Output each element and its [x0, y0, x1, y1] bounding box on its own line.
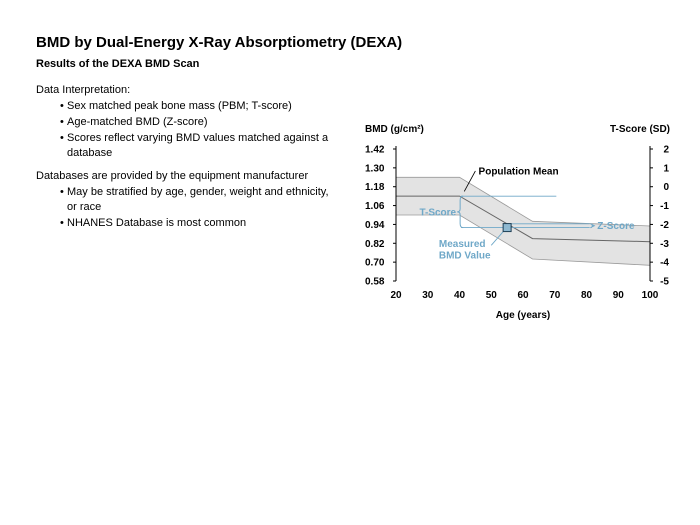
y2-tick-label: 0 — [663, 182, 669, 193]
population-mean-line — [396, 195, 651, 243]
x-axis-label: Age (years) — [496, 310, 550, 321]
y2-axis-label: T-Score (SD) — [610, 124, 670, 135]
x-tick-label: 60 — [517, 290, 529, 301]
t-score-label: T-Score — [419, 207, 456, 218]
y-tick-label: 0.82 — [365, 239, 385, 250]
bullet-list: Sex matched peak bone mass (PBM; T-score… — [36, 99, 336, 161]
bullet-list: May be stratified by age, gender, weight… — [36, 185, 336, 231]
y2-tick-label: -5 — [660, 277, 669, 288]
y-tick-label: 0.70 — [365, 258, 385, 269]
population-mean-leader — [463, 170, 476, 192]
x-tick-label: 50 — [486, 290, 498, 301]
y-axis-label: BMD (g/cm²) — [365, 124, 424, 135]
measured-bmd-marker — [502, 223, 512, 233]
x-tick-label: 80 — [581, 290, 593, 301]
x-tick-label: 100 — [642, 290, 659, 301]
z-score-label: Z-Score — [597, 221, 635, 232]
y-tick-label: 1.06 — [365, 201, 385, 212]
y2-tick-label: -4 — [660, 258, 669, 269]
y-tick-label: 1.30 — [365, 163, 385, 174]
t-score-brace — [457, 195, 464, 229]
y2-tick-label: -1 — [660, 201, 669, 212]
measured-leader — [490, 230, 505, 246]
x-tick-label: 90 — [613, 290, 625, 301]
x-tick-label: 40 — [454, 290, 466, 301]
measured-label-line2: BMD Value — [439, 250, 491, 261]
section-heading: Data Interpretation: — [36, 84, 131, 96]
section-heading: Databases are provided by the equipment … — [36, 170, 309, 182]
x-tick-label: 20 — [390, 290, 402, 301]
bullet-item: May be stratified by age, gender, weight… — [60, 185, 336, 215]
population-mean-label: Population Mean — [479, 167, 559, 178]
bullet-item: Age-matched BMD (Z-score) — [60, 115, 336, 130]
slide-subtitle: Results of the DEXA BMD Scan — [36, 58, 200, 70]
y-tick-label: 1.18 — [365, 182, 385, 193]
y-tick-label: 1.42 — [365, 145, 385, 156]
databases-section: Databases are provided by the equipment … — [36, 169, 336, 232]
bullet-item: Sex matched peak bone mass (PBM; T-score… — [60, 99, 336, 114]
slide-title: BMD by Dual-Energy X-Ray Absorptiometry … — [36, 34, 403, 51]
y2-tick-label: -3 — [660, 239, 669, 250]
z-score-brace — [590, 223, 596, 229]
x-tick-label: 70 — [549, 290, 561, 301]
data-interpretation-section: Data Interpretation: Sex matched peak bo… — [36, 83, 336, 162]
y-tick-label: 0.58 — [365, 277, 385, 288]
bullet-item: NHANES Database is most common — [60, 216, 336, 231]
y2-tick-label: 1 — [663, 163, 669, 174]
bullet-item: Scores reflect varying BMD values matche… — [60, 131, 336, 161]
measured-label-line1: Measured — [439, 239, 486, 250]
y2-tick-label: -2 — [660, 220, 669, 231]
y-tick-label: 0.94 — [365, 220, 385, 231]
x-tick-label: 30 — [422, 290, 434, 301]
y2-tick-label: 2 — [663, 145, 669, 156]
